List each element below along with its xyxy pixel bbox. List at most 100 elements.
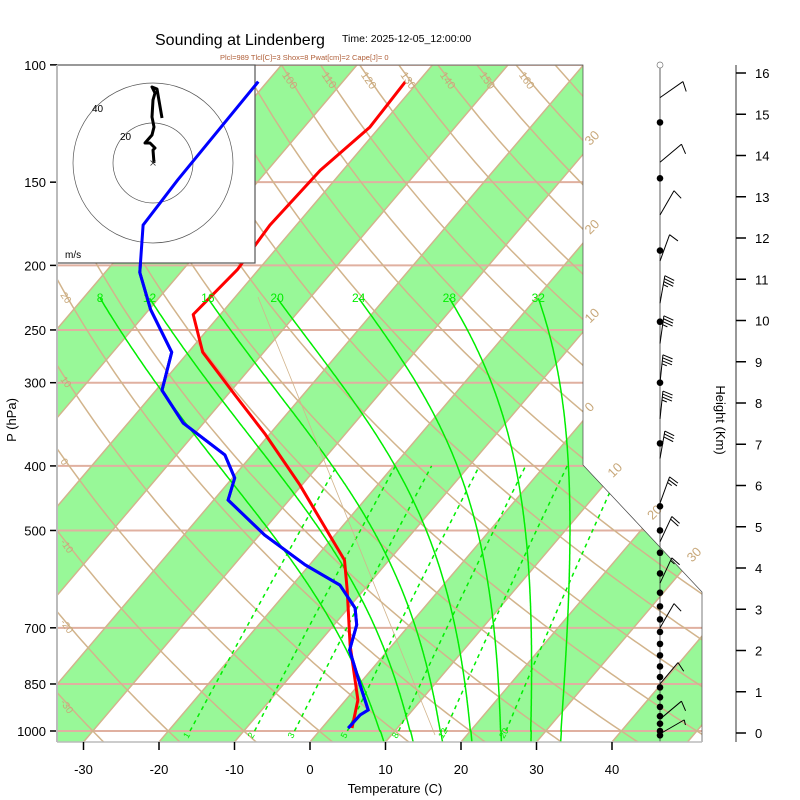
wind-barb-staff (659, 391, 664, 419)
isotherm-label: 30 (582, 127, 603, 148)
moist-adiabat-line (358, 297, 503, 742)
isotherm-line (686, 65, 702, 742)
dry-adiabat-line (280, 65, 702, 742)
pressure-tick-label: 700 (24, 621, 46, 636)
temperature-tick-label: 10 (378, 762, 392, 777)
temperature-tick-label: -10 (225, 762, 244, 777)
height-tick-label: 3 (755, 602, 762, 617)
dry-adiabat-line (57, 65, 648, 742)
mixing-ratio-label: 5 (339, 731, 350, 740)
dry-adiabat-label: 160 (516, 70, 536, 92)
moist-adiabat-line (276, 297, 473, 742)
wind-dot (656, 684, 664, 691)
dry-adiabat-line (85, 65, 702, 742)
mixing-ratio-line (346, 465, 481, 732)
dry-adiabat-line (319, 65, 702, 742)
wind-barb (659, 476, 679, 504)
wind-barb-feather (662, 393, 673, 399)
dry-adiabat-line (57, 65, 264, 742)
overlay-layer: 1235812208121620242832302010010203090100… (56, 61, 704, 742)
wind-dot (656, 628, 664, 636)
isotherm-band (461, 65, 702, 742)
wind-barb-staff (659, 516, 673, 543)
wind-barb-feather (668, 479, 678, 487)
wind-barb-feather (677, 662, 685, 672)
hodograph-ring-40 (72, 82, 234, 244)
temperature-tick-label: 40 (605, 762, 619, 777)
dry-adiabat-line (57, 65, 110, 742)
wind-barb-half-feather (661, 363, 667, 367)
wind-barb (659, 275, 675, 304)
wind-barb (659, 143, 687, 163)
temperature-tick-label: -20 (150, 762, 169, 777)
height-tick-label: 15 (755, 107, 769, 122)
moist-adiabat-line (99, 297, 386, 742)
isotherm-line (57, 65, 362, 742)
wind-dot (656, 589, 664, 597)
wind-dot (656, 693, 664, 701)
pressure-tick-label: 200 (24, 258, 46, 273)
wind-barb-feather (673, 190, 682, 199)
plot-border (57, 64, 703, 742)
height-tick-label: 4 (755, 561, 762, 576)
wind-barb-feather (662, 396, 673, 402)
wind-barb-half-feather (670, 560, 675, 565)
mixing-ratio-line (253, 465, 397, 732)
wind-dot (656, 603, 664, 610)
isotherm-band (57, 65, 513, 742)
temperature-profile-line (191, 80, 407, 729)
mixing-ratio-label: 12 (436, 726, 450, 740)
wind-dot (656, 318, 664, 326)
mixing-ratio-line (444, 465, 568, 732)
hodograph-frame (56, 64, 256, 264)
wind-barb-staff (659, 603, 675, 629)
wind-barb-feather (662, 360, 673, 366)
wind-dot (656, 503, 664, 510)
dry-adiabat-line (57, 65, 571, 742)
wind-barb (659, 81, 687, 99)
wind-barb-feather (662, 390, 673, 396)
moist-adiabat-line (448, 297, 533, 742)
wind-barb (659, 430, 675, 459)
wind-barb-feather (669, 476, 679, 484)
moist-adiabat-label: 24 (352, 291, 366, 305)
wind-dot (656, 663, 664, 670)
wind-barb-feather (682, 81, 687, 92)
isotherm-label: 20 (582, 216, 603, 237)
height-tick-label: 12 (755, 231, 769, 246)
hodograph-inset: 20 40 m/s (56, 64, 256, 264)
hodograph-unit-label: m/s (65, 250, 81, 261)
moist-adiabat-line (207, 297, 444, 742)
wind-barb (659, 557, 680, 584)
wind-barb-feather (671, 557, 680, 566)
x-axis-title: Temperature (C) (348, 781, 443, 796)
isotherm-band (612, 65, 702, 742)
moist-adiabat-label: 16 (201, 291, 215, 305)
moist-adiabat-label: 32 (532, 291, 546, 305)
origin-cross-stroke (150, 160, 156, 166)
hodograph-origin-marker (150, 160, 156, 166)
moist-adiabat-label: 28 (443, 291, 457, 305)
wind-dot (656, 549, 664, 557)
pressure-tick-label: 300 (24, 376, 46, 391)
isotherm-line (535, 65, 702, 742)
wind-barb (659, 516, 680, 543)
temperature-tick-label: 20 (454, 762, 468, 777)
mixing-ratio-label: 2 (246, 731, 257, 740)
wind-dot (656, 712, 664, 720)
height-tick-label: 7 (755, 437, 762, 452)
wind-barb-half-feather (667, 482, 673, 487)
indices-label: Plcl=989 Tlcl[C]=3 Shox=8 Pwat[cm]=2 Cap… (220, 53, 389, 62)
wind-barb-staff (659, 315, 665, 344)
wind-dot (656, 440, 664, 447)
pressure-tick-label: 100 (24, 58, 46, 73)
mixing-ratio-line (293, 465, 433, 732)
dry-adiabat-label: -20 (58, 618, 76, 637)
wind-barb-feather (680, 144, 687, 154)
wind-barb-feather (664, 278, 674, 284)
height-axis-title: Height (Km) (713, 385, 728, 454)
wind-dot (656, 616, 664, 623)
height-tick-label: 9 (755, 355, 762, 370)
parcel-path-line (257, 296, 436, 736)
dry-adiabat-line (57, 65, 187, 742)
